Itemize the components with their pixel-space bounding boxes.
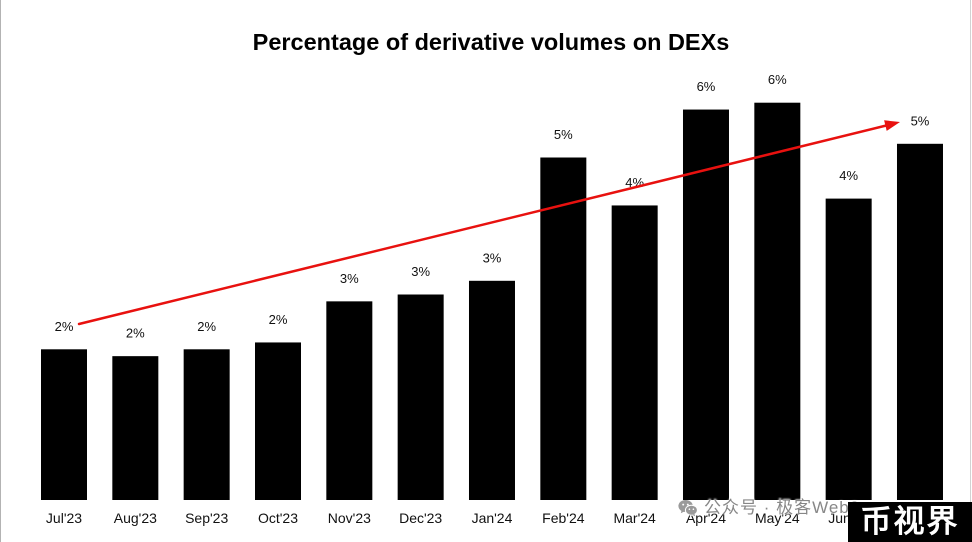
watermark-text: 公众号 · 极客Web3 [704, 498, 861, 517]
chart-marks: 2% Jul'23 2% Aug'23 2% Sep'23 2% Oct'23 3% Nov'23… [41, 72, 943, 526]
data-label-sep23: 2% [197, 319, 216, 334]
data-label-jun24: 4% [839, 168, 858, 183]
wechat-icon [678, 500, 698, 517]
bar-dec23 [397, 294, 444, 500]
bar-sep23 [183, 349, 230, 500]
bar-aug23 [112, 356, 159, 500]
x-tick-label-dec23: Dec'23 [399, 510, 442, 526]
frame-edge-right [970, 0, 971, 502]
bar-jun24 [825, 198, 872, 500]
bar-jul24 [896, 143, 943, 501]
x-tick-label-aug23: Aug'23 [114, 510, 157, 526]
x-tick-label-jul23: Jul'23 [46, 510, 82, 526]
logo-badge: 币视界 [848, 502, 972, 542]
chart-title: Percentage of derivative volumes on DEXs [252, 29, 730, 55]
data-label-nov23: 3% [340, 271, 359, 286]
data-label-oct23: 2% [269, 312, 288, 327]
data-label-jan24: 3% [483, 250, 502, 265]
bar-nov23 [326, 301, 373, 500]
bar-oct23 [255, 342, 301, 500]
watermark: 公众号 · 极客Web3 [678, 497, 968, 519]
x-tick-label-nov23: Nov'23 [328, 510, 371, 526]
bar-feb24 [540, 157, 587, 500]
x-tick-label-oct23: Oct'23 [258, 510, 298, 526]
data-label-may24: 6% [768, 72, 787, 87]
data-label-apr24: 6% [697, 79, 716, 94]
x-tick-label-jan24: Jan'24 [472, 510, 513, 526]
bar-may24 [754, 102, 801, 500]
data-label-dec23: 3% [411, 264, 430, 279]
trend-arrow-head [884, 120, 900, 131]
data-label-jul24: 5% [911, 113, 930, 128]
bar-mar24 [611, 205, 658, 500]
data-label-aug23: 2% [126, 326, 145, 341]
x-tick-label-may24: May'24 [755, 510, 800, 526]
x-tick-label-feb24: Feb'24 [542, 510, 585, 526]
trend-arrow [77, 120, 900, 326]
data-label-feb24: 5% [554, 127, 573, 142]
trend-arrow-line [77, 124, 888, 326]
bar-jan24 [468, 280, 515, 500]
bar-apr24 [682, 109, 729, 501]
frame-edge-left [0, 0, 1, 542]
x-tick-label-mar24: Mar'24 [613, 510, 656, 526]
data-label-jul23: 2% [55, 319, 74, 334]
x-tick-label-sep23: Sep'23 [185, 510, 228, 526]
bar-jul23 [41, 349, 87, 500]
